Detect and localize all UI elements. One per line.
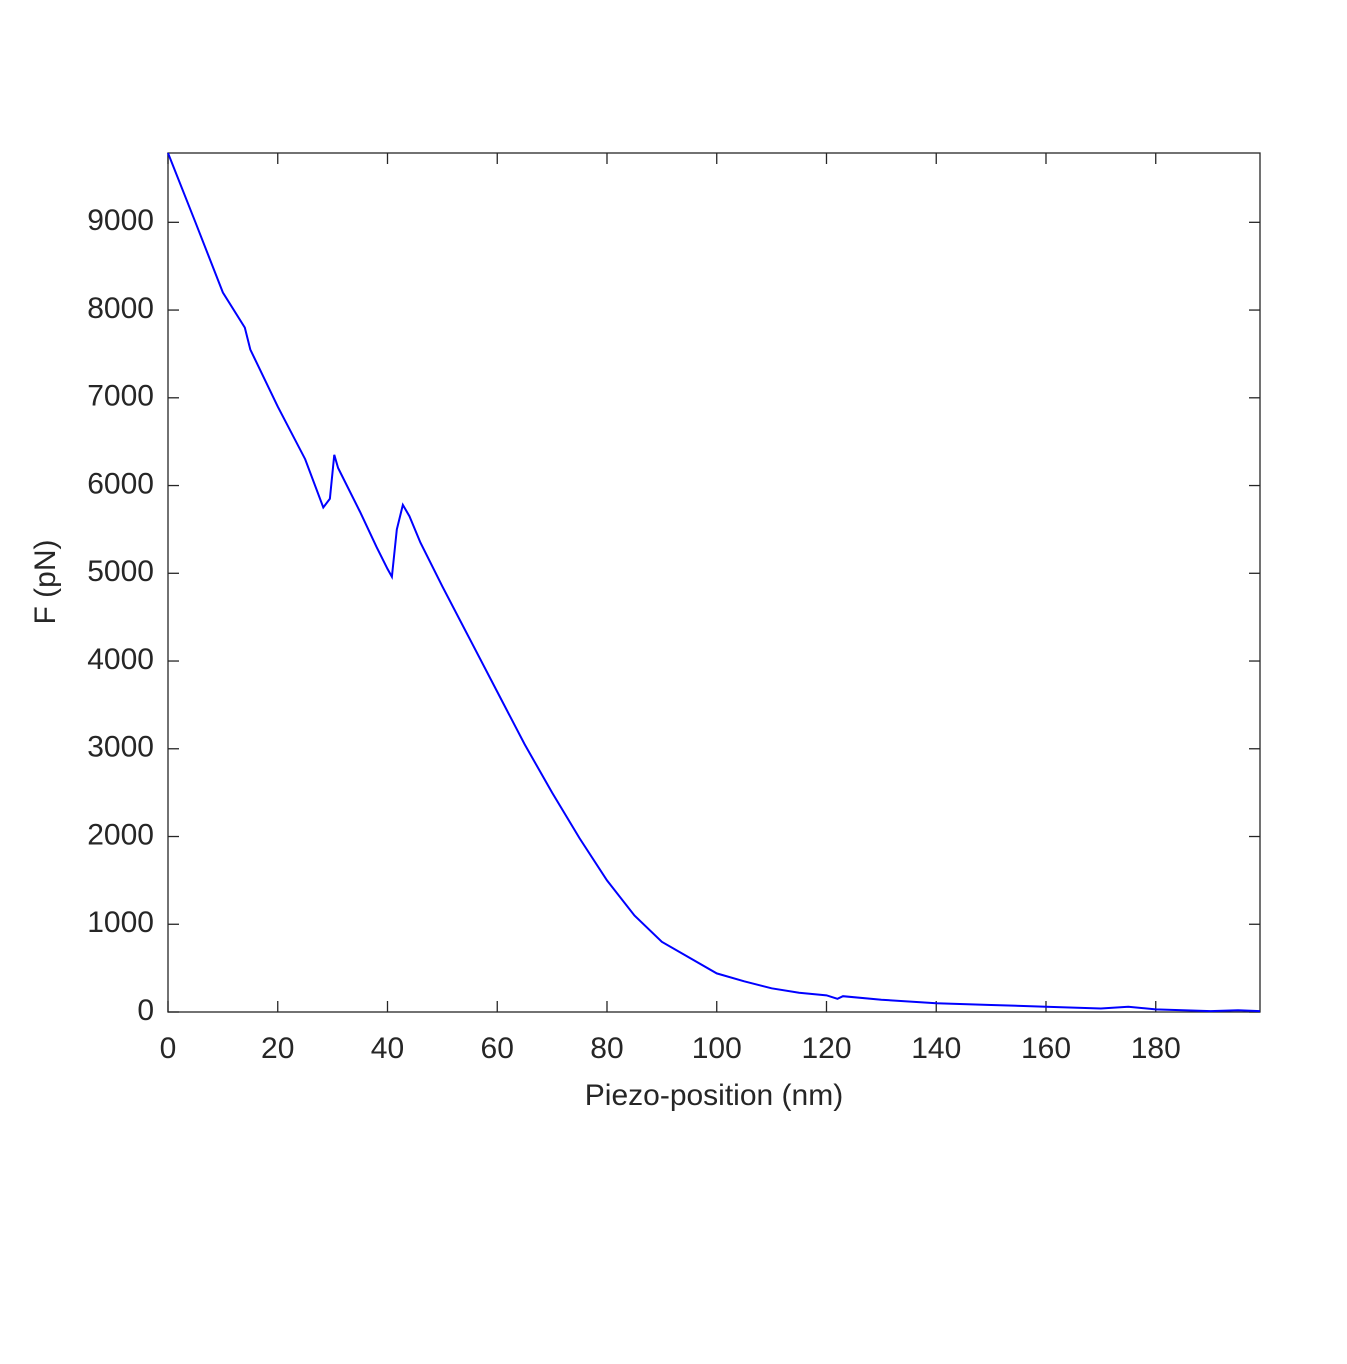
y-tick-label: 1000 xyxy=(87,906,154,939)
y-tick-label: 4000 xyxy=(87,643,154,676)
x-axis-label: Piezo-position (nm) xyxy=(585,1079,843,1112)
x-tick-label: 80 xyxy=(590,1032,623,1065)
y-tick-label: 2000 xyxy=(87,818,154,851)
x-tick-label: 0 xyxy=(160,1032,177,1065)
y-axis-label: F (pN) xyxy=(29,540,62,625)
plot-frame xyxy=(167,152,1261,1013)
x-tick-label: 120 xyxy=(801,1032,851,1065)
y-tick-label: 3000 xyxy=(87,731,154,764)
y-tick-label: 5000 xyxy=(87,555,154,588)
y-tick-label: 7000 xyxy=(87,380,154,413)
x-tick-label: 60 xyxy=(481,1032,514,1065)
data-line xyxy=(167,152,1261,1013)
x-tick-label: 100 xyxy=(692,1032,742,1065)
x-tick-label: 160 xyxy=(1021,1032,1071,1065)
x-tick-label: 40 xyxy=(371,1032,404,1065)
y-tick-label: 8000 xyxy=(87,292,154,325)
y-tick-label: 6000 xyxy=(87,467,154,500)
x-tick-label: 180 xyxy=(1131,1032,1181,1065)
y-tick-label: 0 xyxy=(137,994,154,1027)
y-tick-label: 9000 xyxy=(87,204,154,237)
x-tick-label: 140 xyxy=(911,1032,961,1065)
x-tick-label: 20 xyxy=(261,1032,294,1065)
